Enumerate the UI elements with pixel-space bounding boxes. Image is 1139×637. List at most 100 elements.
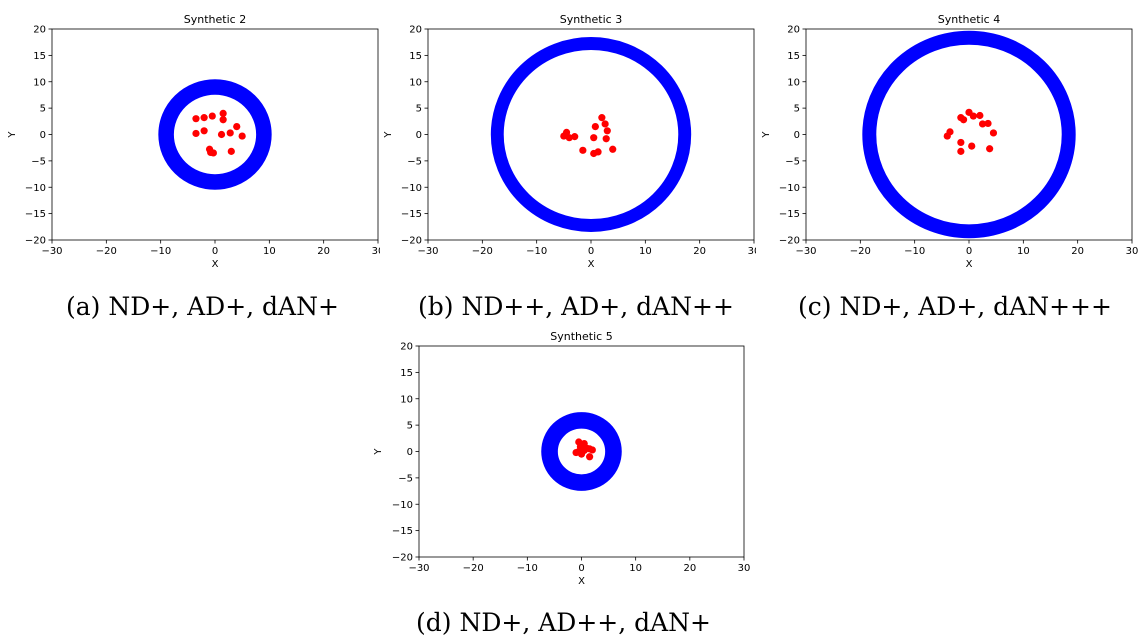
data-point xyxy=(226,129,234,137)
data-point xyxy=(591,122,599,131)
y-tick-label: 5 xyxy=(40,104,46,115)
y-tick-label: 0 xyxy=(407,447,413,458)
x-axis-label: X xyxy=(588,259,595,270)
y-tick-label: 10 xyxy=(400,394,413,405)
x-tick-label: 30 xyxy=(372,246,380,257)
data-point xyxy=(571,133,579,141)
y-tick-label: −5 xyxy=(31,156,46,167)
x-tick-label: 20 xyxy=(317,246,330,257)
x-axis-label: X xyxy=(578,576,585,587)
data-point xyxy=(959,116,968,124)
caption-d: (d) ND+, AD++, dAN+ xyxy=(416,608,711,637)
plot-frame xyxy=(51,28,379,241)
y-tick-label: −10 xyxy=(392,500,413,511)
x-tick-label: −10 xyxy=(150,246,171,257)
y-tick-label: −20 xyxy=(25,236,46,247)
chart-title: Synthetic 5 xyxy=(550,330,612,343)
x-tick-label: 0 xyxy=(212,246,218,257)
x-tick-label: −30 xyxy=(417,246,438,257)
data-point xyxy=(976,111,984,120)
x-tick-label: 10 xyxy=(263,246,276,257)
data-point xyxy=(219,109,227,117)
y-tick-label: −15 xyxy=(401,209,422,220)
y-tick-label: −15 xyxy=(25,209,46,220)
data-point xyxy=(586,453,594,461)
x-tick-label: −20 xyxy=(96,246,117,257)
data-point xyxy=(217,130,226,139)
y-tick-label: 10 xyxy=(409,77,422,88)
y-tick-label: 20 xyxy=(33,25,46,36)
y-axis-label: Y xyxy=(7,131,18,139)
y-tick-label: −10 xyxy=(401,183,422,194)
data-point xyxy=(590,134,598,142)
x-tick-label: 0 xyxy=(578,563,584,574)
y-tick-label: 0 xyxy=(794,130,800,141)
x-tick-label: −10 xyxy=(517,563,538,574)
data-point xyxy=(601,120,609,128)
y-tick-label: −5 xyxy=(785,156,800,167)
x-tick-label: −20 xyxy=(463,563,484,574)
y-tick-label: 0 xyxy=(40,130,46,141)
y-tick-label: −15 xyxy=(392,526,413,537)
y-tick-label: 15 xyxy=(400,368,413,379)
x-tick-label: −30 xyxy=(408,563,429,574)
data-point xyxy=(598,114,606,122)
data-point xyxy=(200,127,208,135)
y-tick-label: 15 xyxy=(409,51,422,62)
data-point xyxy=(946,128,954,136)
y-tick-label: −20 xyxy=(779,236,800,247)
data-point xyxy=(969,112,977,120)
data-point xyxy=(207,148,215,157)
data-point xyxy=(572,448,580,457)
y-tick-label: −20 xyxy=(392,553,413,564)
panel-a: Synthetic 2−30−20−100102030−20−15−10−505… xyxy=(0,0,380,330)
ring-cluster xyxy=(490,37,692,232)
y-tick-label: −20 xyxy=(401,236,422,247)
data-point xyxy=(579,146,587,154)
data-point xyxy=(192,129,200,138)
x-tick-label: −30 xyxy=(795,246,816,257)
data-point xyxy=(565,134,573,142)
y-tick-label: 10 xyxy=(787,77,800,88)
caption-b: (b) ND++, AD+, dAN++ xyxy=(418,292,734,321)
data-point xyxy=(200,114,208,122)
y-tick-label: 15 xyxy=(787,51,800,62)
data-point xyxy=(978,120,987,128)
panel-c: Synthetic 4 −30 −20 −10 0 10 20 30 −20 −15 −10 −5 0 5… xyxy=(754,0,1139,330)
x-tick-label: 20 xyxy=(1071,246,1084,257)
x-tick-label: 20 xyxy=(683,563,696,574)
y-tick-label: 20 xyxy=(400,342,413,353)
plot-frame xyxy=(427,28,755,241)
chart-title: Synthetic 2 xyxy=(184,13,246,26)
x-tick-label: 10 xyxy=(629,563,642,574)
x-tick-label: 10 xyxy=(639,246,652,257)
x-tick-label: 20 xyxy=(693,246,706,257)
chart-title: Synthetic 4 xyxy=(938,13,1000,26)
data-point xyxy=(238,132,246,140)
y-tick-label: 5 xyxy=(794,104,800,115)
caption-a: (a) ND+, AD+, dAN+ xyxy=(66,292,339,321)
data-point xyxy=(602,135,610,143)
data-point xyxy=(957,147,965,155)
data-point xyxy=(989,129,998,137)
y-tick-label: 5 xyxy=(416,104,422,115)
x-tick-label: 30 xyxy=(1126,246,1139,257)
scatter-chart-synthetic-4: Synthetic 4−30 −20 −10 0 10 20 30−20−15−10−505… xyxy=(761,13,1139,270)
y-axis-label: Y xyxy=(761,131,772,139)
data-point xyxy=(968,142,976,150)
panel-d: Synthetic 5 −30 −20 −10 0 10 20 30 −20 −15 −10 −5 0 5… xyxy=(366,318,766,637)
y-tick-label: −10 xyxy=(779,183,800,194)
x-tick-label: −10 xyxy=(526,246,547,257)
y-tick-label: 20 xyxy=(787,25,800,36)
data-point xyxy=(594,148,602,156)
data-point xyxy=(984,119,992,128)
x-axis-label: X xyxy=(966,259,973,270)
y-tick-label: 10 xyxy=(33,77,46,88)
x-tick-label: −20 xyxy=(472,246,493,257)
y-tick-label: 5 xyxy=(407,421,413,432)
data-point xyxy=(208,112,216,120)
y-tick-label: −5 xyxy=(407,156,422,167)
x-tick-label: 0 xyxy=(966,246,972,257)
x-tick-label: 30 xyxy=(748,246,756,257)
y-tick-label: 20 xyxy=(409,25,422,36)
